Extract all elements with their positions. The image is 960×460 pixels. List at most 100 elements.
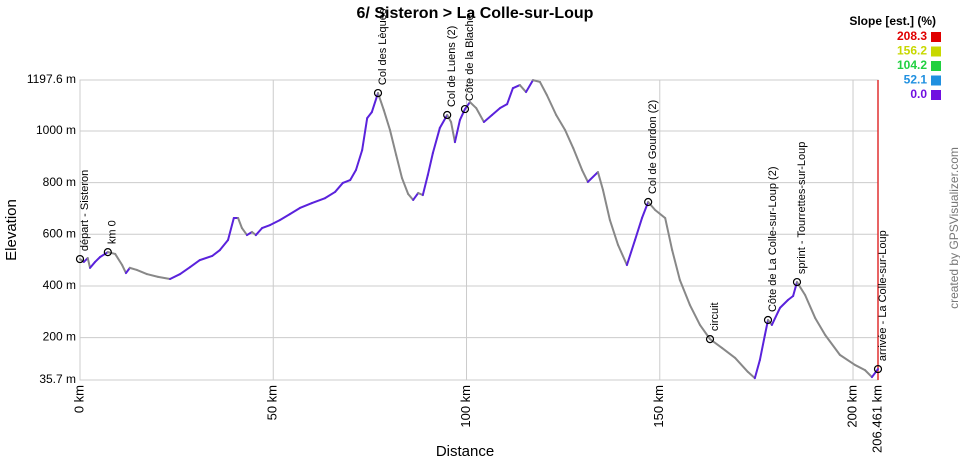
- profile-segment: [211, 249, 221, 257]
- x-tick-label: 150 km: [651, 385, 666, 428]
- profile-segment: [334, 181, 344, 193]
- profile-segment: [787, 295, 795, 301]
- profile-segment: [421, 173, 429, 197]
- profile-segment: [758, 333, 766, 362]
- profile-segment: [671, 249, 681, 281]
- waypoint-marker: [75, 254, 85, 264]
- profile-segment: [688, 304, 701, 326]
- legend-swatch: [931, 46, 941, 57]
- profile-segment: [240, 227, 248, 237]
- waypoint-marker: [792, 277, 802, 287]
- waypoint-marker: [103, 248, 112, 257]
- profile-segment: [450, 120, 456, 144]
- profile-segment: [734, 356, 749, 373]
- plot-frame: [79, 79, 879, 381]
- waypoint-label: sprint - Tourrettes-sur-Loup: [796, 142, 808, 274]
- profile-segment: [555, 114, 567, 131]
- y-tick-label: 400 m: [43, 278, 76, 292]
- profile-segment: [278, 213, 291, 222]
- profile-segment: [678, 279, 691, 307]
- profile-segment: [189, 259, 201, 269]
- x-tick-label: 206.461 km: [869, 385, 884, 453]
- profile-segment: [581, 169, 589, 183]
- profile-segment: [407, 193, 415, 201]
- chart-title: 6/ Sisteron > La Colle-sur-Loup: [357, 5, 594, 22]
- profile-segment: [572, 147, 584, 172]
- profile-segment: [720, 346, 737, 359]
- profile-segment: [746, 370, 756, 380]
- waypoint-label: Col des Lèques: [377, 8, 389, 85]
- profile-segment: [121, 264, 127, 275]
- profile-segment: [431, 126, 441, 154]
- profile-segment: [354, 149, 364, 172]
- y-tick-label: 200 m: [43, 330, 76, 344]
- profile-segment: [114, 252, 124, 267]
- profile-segment: [634, 217, 643, 241]
- legend-swatch: [931, 75, 941, 86]
- profile-segment: [218, 238, 230, 252]
- profile-segment: [770, 306, 781, 326]
- profile-segment: [838, 353, 856, 366]
- profile-segment: [804, 293, 817, 319]
- x-tick-label: 0 km: [71, 385, 86, 413]
- profile-segment: [753, 359, 761, 380]
- y-axis-label: Elevation: [3, 199, 20, 261]
- y-tick-label: 800 m: [43, 175, 76, 189]
- profile-segment: [531, 79, 541, 83]
- waypoint-label: Côte de la Blache: [464, 14, 476, 101]
- profile-segment: [324, 190, 337, 200]
- legend-swatch: [931, 32, 941, 42]
- profile-segment: [453, 118, 461, 144]
- waypoint-marker: [443, 110, 452, 120]
- legend-label: 156.2: [897, 44, 927, 58]
- profile-segment: [596, 171, 604, 191]
- profile-segment: [763, 319, 769, 336]
- profile-segment: [468, 101, 478, 110]
- profile-segment: [853, 363, 867, 372]
- profile-segment: [499, 103, 509, 110]
- profile-segment: [169, 273, 182, 280]
- waypoint-label: Col de Luens (2): [446, 26, 458, 107]
- profile-segment: [870, 368, 879, 379]
- profile-segment: [227, 217, 235, 241]
- profile-segment: [475, 107, 485, 123]
- profile-segment: [564, 128, 575, 150]
- profile-segment: [608, 219, 620, 246]
- profile-segment: [458, 108, 466, 121]
- profile-segment: [698, 323, 712, 341]
- profile-segment: [625, 238, 637, 267]
- waypoint-label: arrivée - La Colle-sur-Loup: [877, 230, 889, 361]
- profile-segment: [145, 273, 160, 278]
- legend-label: 208.3: [897, 29, 927, 43]
- profile-segment: [709, 338, 723, 349]
- profile-segment: [463, 101, 471, 111]
- profile-segment: [269, 219, 281, 227]
- profile-segment: [426, 151, 434, 176]
- profile-segment: [288, 206, 301, 216]
- profile-segment: [128, 266, 138, 271]
- profile-segment: [792, 281, 798, 298]
- y-tick-label: 1000 m: [36, 123, 76, 137]
- profile-segment: [491, 107, 502, 117]
- legend-title: Slope [est.] (%): [849, 14, 936, 28]
- profile-segment: [601, 188, 611, 222]
- waypoint-marker: [644, 197, 653, 207]
- legend-label: 0.0: [910, 87, 927, 101]
- profile-segment: [382, 109, 391, 131]
- profile-segment: [795, 281, 807, 296]
- profile-segment: [135, 268, 148, 276]
- y-tick-label: 600 m: [43, 226, 76, 240]
- legend-swatch: [931, 90, 941, 100]
- profile-segment: [506, 87, 514, 106]
- profile-segment: [310, 197, 327, 205]
- legend-swatch: [931, 61, 941, 71]
- profile-segment: [654, 209, 667, 220]
- x-axis-label: Distance: [436, 443, 494, 460]
- profile-segment: [511, 84, 521, 90]
- profile-segment: [482, 114, 494, 123]
- profile-segment: [349, 169, 357, 182]
- waypoint-marker: [373, 88, 383, 98]
- waypoint-label: Col de Gourdon (2): [647, 100, 659, 194]
- profile-segment: [824, 333, 841, 356]
- profile-segment: [640, 201, 650, 220]
